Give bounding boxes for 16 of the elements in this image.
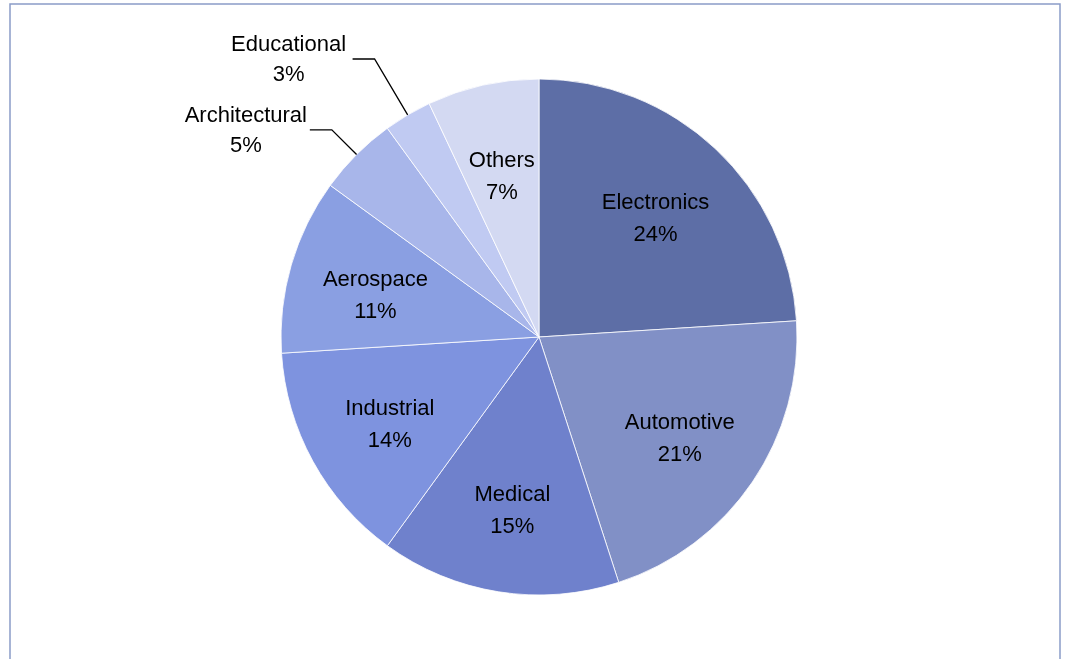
slice-label: Electronics (601, 188, 710, 214)
data-label: 7% (485, 178, 518, 204)
slice-label: Aerospace (322, 265, 429, 291)
slice-label: Others (468, 146, 535, 172)
slice-label: Architectural (184, 101, 307, 127)
data-label: 24% (633, 220, 678, 246)
slice-label: Educational (231, 30, 347, 56)
data-label: 21% (657, 440, 702, 466)
slice-label: Automotive (624, 408, 735, 434)
data-label: 5% (229, 131, 262, 157)
slice-label: Medical (474, 481, 551, 507)
data-label: 15% (490, 513, 535, 539)
slice-label: Industrial (345, 395, 435, 421)
data-label: 3% (272, 60, 305, 86)
data-label: 14% (367, 427, 412, 453)
data-label: 11% (354, 297, 397, 323)
